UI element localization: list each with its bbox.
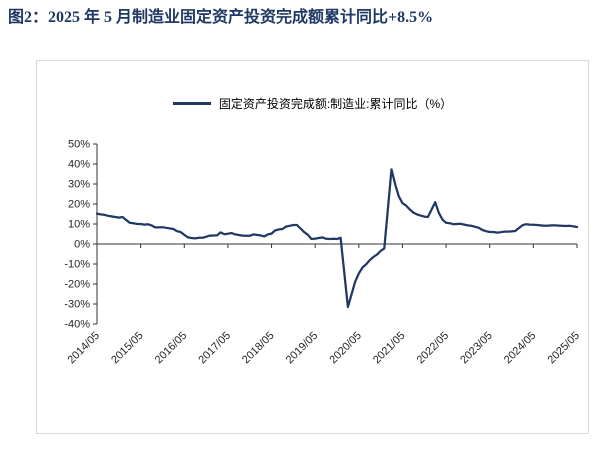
- svg-text:20%: 20%: [67, 199, 89, 211]
- svg-text:2021/05: 2021/05: [370, 330, 407, 367]
- chart-container: 固定资产投资完成额:制造业:累计同比（%） 50% 40% 30% 20% 10% 0% -…: [36, 60, 589, 434]
- svg-text:10%: 10%: [67, 219, 89, 231]
- svg-text:2016/05: 2016/05: [152, 330, 189, 367]
- x-axis: 2014/05 2015/05 2016/05 2017/05 2018/05 2019/…: [65, 243, 582, 367]
- svg-text:2025/05: 2025/05: [545, 330, 582, 367]
- legend-label: 固定资产投资完成额:制造业:累计同比（%）: [218, 97, 453, 111]
- y-axis: 50% 40% 30% 20% 10% 0% -10% -20% -30% -40%: [64, 139, 97, 331]
- svg-text:2022/05: 2022/05: [414, 330, 451, 367]
- line-chart: 50% 40% 30% 20% 10% 0% -10% -20% -30% -40%2014/05…: [64, 139, 582, 367]
- svg-text:2015/05: 2015/05: [109, 330, 146, 367]
- svg-text:-20%: -20%: [64, 279, 90, 291]
- svg-text:2024/05: 2024/05: [501, 330, 538, 367]
- svg-text:2018/05: 2018/05: [240, 330, 277, 367]
- svg-text:-10%: -10%: [64, 259, 90, 271]
- svg-text:30%: 30%: [67, 179, 89, 191]
- svg-text:50%: 50%: [67, 139, 89, 151]
- chart-legend: 固定资产投资完成额:制造业:累计同比（%）: [37, 95, 588, 112]
- svg-text:2019/05: 2019/05: [283, 330, 320, 367]
- series-line: [95, 168, 578, 309]
- svg-text:2023/05: 2023/05: [458, 330, 495, 367]
- svg-text:2017/05: 2017/05: [196, 330, 233, 367]
- svg-text:2020/05: 2020/05: [327, 330, 364, 367]
- figure-title: 图2：2025 年 5 月制造业固定资产投资完成额累计同比+8.5%: [8, 9, 434, 26]
- legend-line-sample: [172, 102, 211, 105]
- svg-text:2014/05: 2014/05: [65, 330, 102, 367]
- svg-text:40%: 40%: [67, 159, 89, 171]
- svg-text:0%: 0%: [74, 239, 90, 251]
- svg-text:-30%: -30%: [64, 299, 90, 311]
- svg-text:-40%: -40%: [64, 319, 90, 331]
